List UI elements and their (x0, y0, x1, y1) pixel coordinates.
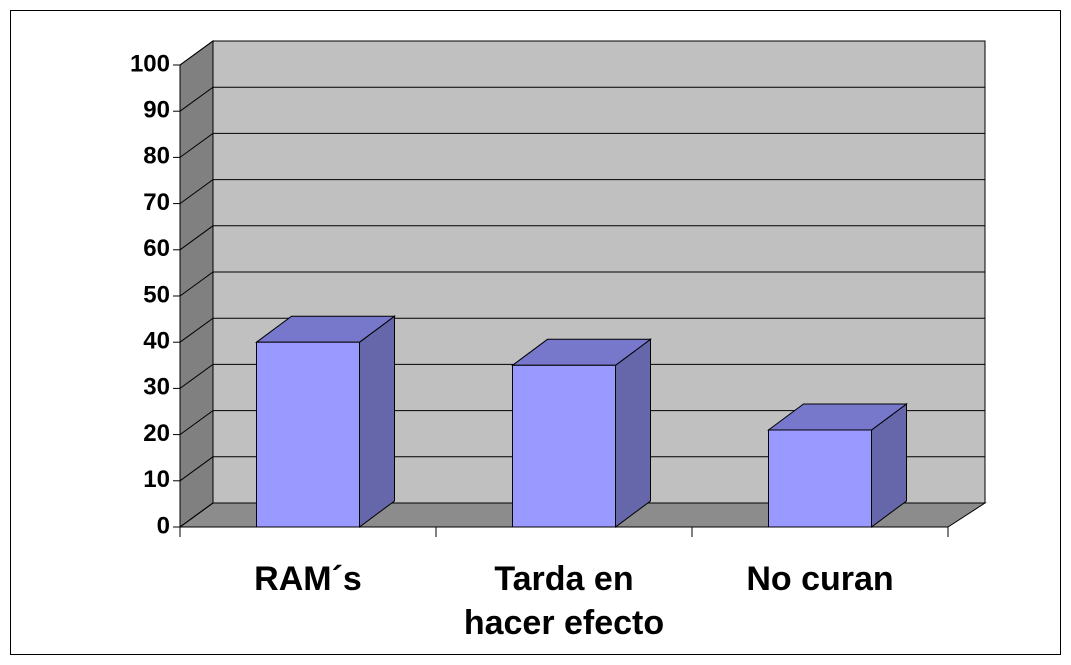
bar (256, 341, 360, 528)
y-tick-label: 60 (143, 235, 170, 262)
grid-line (179, 410, 985, 436)
y-tick-label: 70 (143, 189, 170, 216)
grid-line (179, 40, 985, 66)
grid-line (179, 86, 985, 112)
y-tick-label: 80 (143, 143, 170, 170)
y-tick-label: 10 (143, 466, 170, 493)
y-tick-label: 100 (130, 50, 170, 77)
grid-line (179, 271, 985, 297)
y-tick-label: 30 (143, 374, 170, 401)
grid-line (179, 317, 985, 343)
bar (512, 364, 616, 528)
bar-side (359, 315, 395, 528)
x-tick-label: RAM´s (254, 560, 362, 598)
x-tick-label: No curan (746, 560, 894, 598)
y-tick-label: 0 (157, 512, 170, 539)
grid-line (179, 456, 985, 482)
y-tick-label: 50 (143, 281, 170, 308)
grid-line (179, 363, 985, 389)
y-tick-label: 20 (143, 420, 170, 447)
bar (768, 429, 872, 528)
grid-line (179, 179, 985, 205)
bar-side (615, 338, 651, 528)
x-tick-label: Tarda en hacer efecto (463, 560, 665, 642)
grid-line (179, 132, 985, 158)
grid-line (179, 502, 985, 528)
y-tick-label: 40 (143, 328, 170, 355)
grid-line (179, 225, 985, 251)
y-tick-label: 90 (143, 97, 170, 124)
